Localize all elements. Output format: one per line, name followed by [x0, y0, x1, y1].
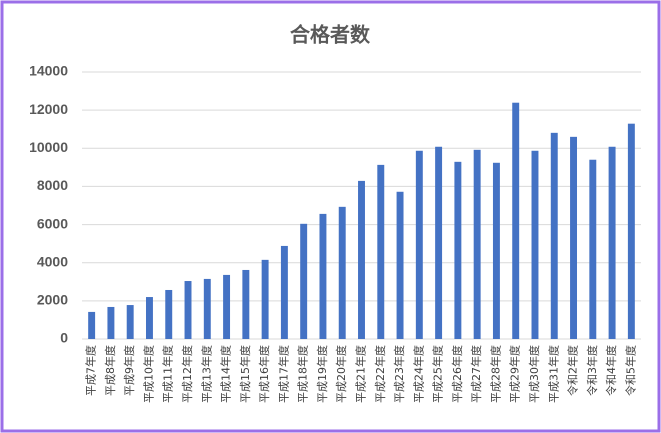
- x-tick-label: 平成27年度: [469, 345, 483, 403]
- y-tick-label: 8000: [37, 177, 68, 193]
- bar: [145, 297, 153, 339]
- x-tick-label: 令和4年度: [604, 345, 618, 396]
- bar: [415, 150, 423, 339]
- x-tick-label: 平成18年度: [296, 345, 310, 403]
- x-tick-label: 平成23年度: [392, 345, 406, 403]
- bar: [473, 149, 481, 339]
- bar: [203, 278, 211, 339]
- bar: [165, 289, 173, 339]
- x-tick-label: 令和3年度: [585, 345, 599, 396]
- x-tick-label: 平成30年度: [527, 345, 541, 403]
- x-tick-label: 平成21年度: [354, 345, 368, 403]
- bar: [531, 150, 539, 339]
- y-tick-label: 6000: [37, 215, 68, 231]
- bar: [126, 305, 134, 339]
- bar: [608, 146, 616, 339]
- bar: [454, 161, 462, 339]
- bar: [627, 123, 635, 340]
- x-tick-label: 平成22年度: [373, 345, 387, 403]
- x-tick-label: 令和5年度: [623, 345, 637, 396]
- y-tick-label: 0: [60, 330, 68, 346]
- x-tick-label: 平成29年度: [508, 345, 522, 403]
- bar: [319, 213, 327, 339]
- x-tick-label: 平成16年度: [257, 345, 271, 403]
- x-tick-label: 平成14年度: [219, 345, 233, 403]
- y-tick-label: 4000: [37, 253, 68, 269]
- x-tick-label: 平成24年度: [411, 345, 425, 403]
- bar: [492, 162, 500, 339]
- bar: [377, 164, 385, 339]
- bar: [570, 136, 578, 339]
- chart-title: 合格者数: [290, 23, 371, 47]
- bar: [223, 274, 231, 339]
- bar: [300, 223, 308, 339]
- x-tick-label: 平成19年度: [315, 345, 329, 403]
- bar: [512, 102, 520, 339]
- x-tick-label: 平成11年度: [161, 345, 175, 403]
- bar: [107, 306, 115, 339]
- x-tick-label: 平成8年度: [103, 345, 117, 396]
- bar: [589, 159, 597, 339]
- bar: [184, 281, 192, 339]
- x-tick-label: 平成15年度: [238, 345, 252, 403]
- bar: [396, 191, 404, 339]
- bar: [242, 269, 250, 339]
- x-tick-label: 平成13年度: [199, 345, 213, 403]
- bar: [88, 311, 96, 339]
- x-tick-label: 平成17年度: [276, 345, 290, 403]
- x-tick-label: 平成10年度: [141, 345, 155, 403]
- bar: [280, 245, 288, 339]
- bar: [358, 180, 365, 339]
- bar: [550, 132, 558, 339]
- x-tick-label: 平成28年度: [488, 345, 502, 403]
- x-tick-label: 平成26年度: [450, 345, 464, 403]
- bar: [338, 206, 346, 339]
- x-tick-label: 平成9年度: [122, 345, 136, 396]
- x-tick-label: 平成31年度: [546, 345, 560, 403]
- y-tick-label: 12000: [29, 101, 68, 117]
- x-tick-label: 平成25年度: [431, 345, 445, 403]
- y-tick-label: 10000: [29, 139, 68, 155]
- y-tick-label: 2000: [37, 292, 68, 308]
- x-tick-label: 平成12年度: [180, 345, 194, 403]
- x-tick-label: 平成7年度: [84, 345, 98, 396]
- y-tick-label: 14000: [29, 63, 68, 79]
- bar: [435, 146, 443, 339]
- x-tick-label: 令和2年度: [566, 345, 580, 396]
- x-tick-label: 平成20年度: [334, 345, 348, 403]
- bar: [261, 259, 269, 339]
